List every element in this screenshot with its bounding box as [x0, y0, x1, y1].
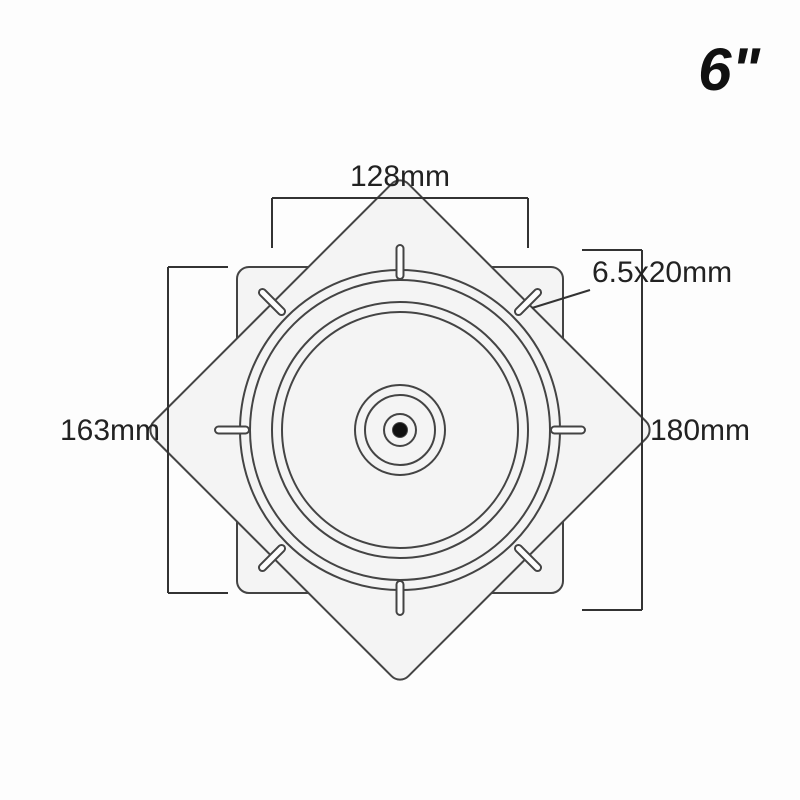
technical-drawing: 128mm 163mm 180mm 6.5x20mm 6" [0, 0, 800, 800]
right-height-label: 180mm [650, 414, 750, 447]
top-width-label: 128mm [350, 160, 450, 193]
center-hole [393, 423, 407, 437]
slot-dim-label: 6.5x20mm [592, 256, 732, 289]
size-title: 6" [698, 36, 761, 103]
left-height-label: 163mm [60, 414, 160, 447]
